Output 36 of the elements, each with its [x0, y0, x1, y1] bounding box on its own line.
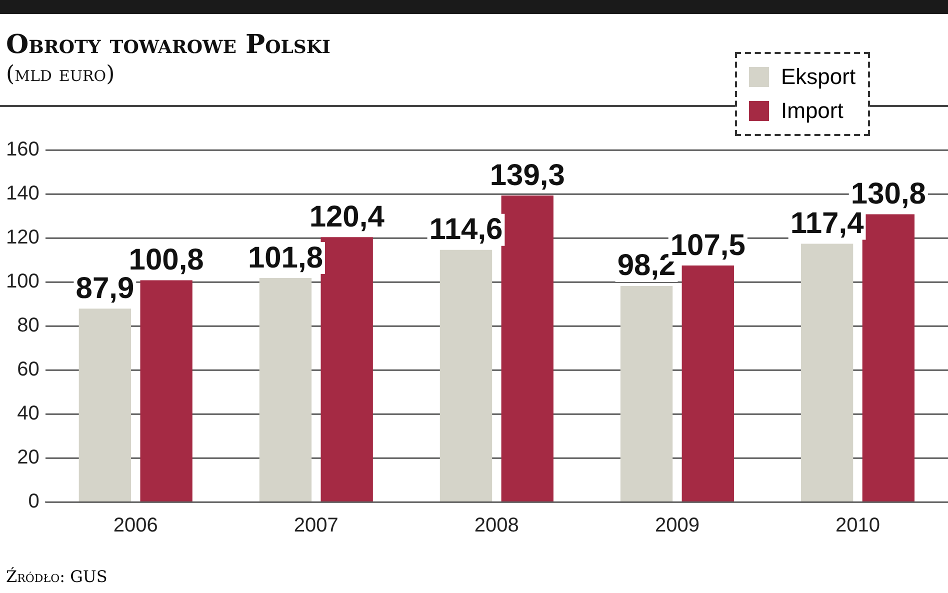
- bar: [78, 308, 132, 502]
- bar: [862, 214, 915, 502]
- chart-subtitle: (mld euro): [6, 62, 115, 87]
- y-tick-label: 0: [28, 490, 40, 513]
- data-label: 87,9: [76, 272, 134, 305]
- x-tick-label: 2008: [474, 514, 519, 537]
- data-label: 117,4: [790, 206, 864, 240]
- data-label: 139,3: [490, 158, 565, 192]
- text: Źródło: GUS: [6, 567, 108, 586]
- legend-label: Eksport: [781, 64, 856, 90]
- bar: [140, 280, 192, 502]
- y-tick-label: 80: [17, 314, 40, 337]
- bar: [682, 266, 734, 502]
- y-tick-label: 140: [6, 182, 40, 205]
- bar: [620, 286, 673, 502]
- x-tick-label: 2009: [654, 514, 700, 537]
- y-tick-label: 160: [6, 138, 40, 161]
- bar: [320, 237, 373, 502]
- bar: [800, 244, 854, 502]
- legend-label: Import: [781, 98, 844, 124]
- y-tick-label: 20: [17, 446, 40, 469]
- x-tick-label: 2007: [294, 514, 338, 537]
- data-label: 101,8: [248, 241, 324, 274]
- bar: [259, 278, 312, 502]
- x-tick-label: 2006: [113, 514, 158, 537]
- x-tick-label: 2010: [835, 514, 880, 537]
- y-tick-label: 120: [6, 226, 40, 249]
- chart-title: Obroty towarowe Polski: [6, 30, 330, 60]
- y-tick-label: 40: [17, 402, 40, 425]
- y-tick-label: 100: [6, 270, 40, 293]
- bar: [501, 196, 554, 502]
- data-label: 114,6: [429, 213, 503, 246]
- y-tick-label: 60: [17, 358, 40, 381]
- data-label: 120,4: [309, 200, 385, 234]
- data-label: 130,8: [850, 178, 926, 211]
- bar: [440, 250, 492, 502]
